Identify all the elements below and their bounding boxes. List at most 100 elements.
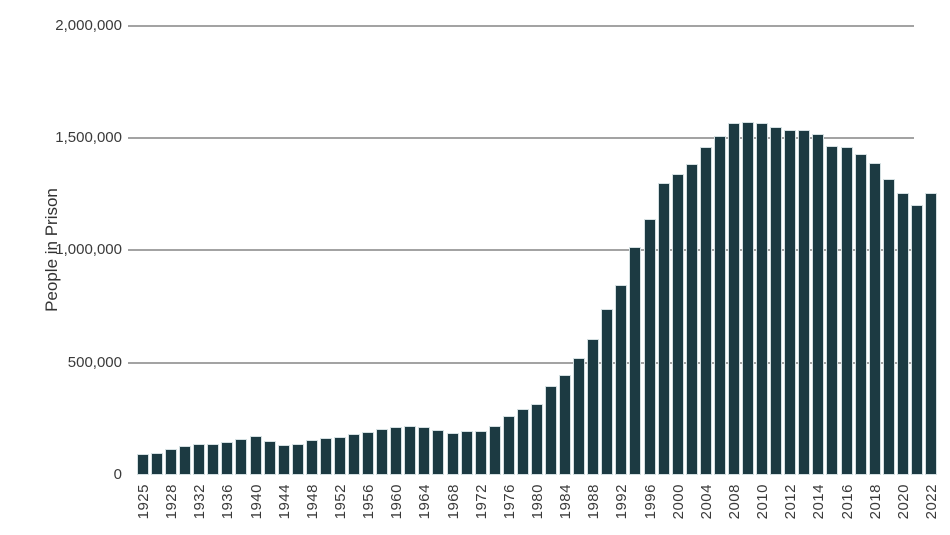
x-tick-label: 2016 [838, 484, 856, 520]
bar-1928 [165, 449, 177, 475]
x-tick-1948: 1948 [303, 484, 321, 520]
y-tick-label: 1,500,000 [55, 129, 122, 147]
x-tick-label: 1968 [444, 484, 462, 520]
bar-2021 [911, 205, 923, 475]
x-tick-1980: 1980 [529, 484, 546, 519]
x-tick-label: 1928 [162, 484, 180, 520]
x-tick-1952: 1952 [331, 484, 349, 520]
x-tick-label: 1964 [415, 484, 433, 520]
bar-2018 [869, 163, 881, 475]
x-tick-label: 1952 [331, 484, 349, 520]
bar-1984 [559, 375, 571, 475]
x-tick-label: 1944 [275, 484, 293, 520]
x-tick-1976: 1976 [501, 484, 518, 519]
bar-1964 [418, 427, 430, 475]
bar-2002 [686, 164, 698, 475]
bar-1940 [250, 436, 262, 475]
bar-1994 [629, 247, 641, 475]
x-tick-1925: 1925 [134, 484, 152, 520]
x-tick-1940: 1940 [247, 484, 265, 520]
bar-1950 [320, 438, 332, 475]
x-tick-1960: 1960 [387, 484, 405, 520]
bar-1992 [615, 285, 627, 475]
bar-1990 [601, 309, 613, 475]
x-tick-label: 2022 [922, 484, 940, 520]
gridline-1500000 [128, 137, 914, 140]
bar-1960 [390, 427, 402, 475]
bar-1948 [306, 440, 318, 475]
x-tick-label: 2004 [697, 484, 715, 520]
x-tick-1936: 1936 [218, 484, 236, 520]
x-tick-1928: 1928 [162, 484, 180, 520]
bar-1970 [461, 431, 473, 475]
bar-2013 [798, 130, 810, 475]
x-tick-label: 1925 [134, 484, 152, 520]
x-tick-label: 1936 [218, 484, 236, 520]
bar-1936 [221, 442, 233, 475]
x-tick-2022: 2022 [922, 484, 940, 520]
x-tick-label: 1992 [612, 484, 630, 520]
x-tick-label: 1984 [556, 484, 574, 520]
x-tick-1932: 1932 [190, 484, 208, 520]
x-tick-1944: 1944 [275, 484, 293, 520]
x-tick-2000: 2000 [669, 484, 687, 520]
bar-1966 [432, 430, 444, 475]
bar-1982 [545, 386, 557, 475]
bar-2004 [700, 147, 712, 475]
x-tick-1984: 1984 [556, 484, 574, 520]
bar-1974 [489, 426, 501, 475]
bar-1958 [376, 429, 388, 475]
x-tick-2020: 2020 [894, 484, 912, 520]
bar-2009 [742, 122, 754, 475]
bar-1938 [235, 439, 247, 475]
x-tick-label: 2012 [781, 484, 799, 520]
bar-1930 [179, 446, 191, 475]
y-tick-label: 500,000 [67, 353, 122, 371]
x-tick-1956: 1956 [360, 484, 377, 519]
x-tick-2018: 2018 [867, 484, 884, 519]
bar-1954 [348, 434, 360, 475]
x-tick-label: 2008 [725, 484, 743, 520]
x-tick-label: 2010 [753, 484, 771, 520]
x-tick-label: 1988 [584, 484, 602, 520]
x-tick-label: 2020 [894, 484, 912, 520]
bar-2022 [925, 193, 937, 475]
x-tick-label: 1960 [387, 484, 405, 520]
x-tick-label: 1948 [303, 484, 321, 520]
bar-1942 [264, 441, 276, 475]
x-tick-2014: 2014 [810, 484, 827, 519]
x-tick-label: 1996 [641, 484, 659, 520]
gridline-2000000 [128, 24, 914, 27]
x-tick-label: 2000 [669, 484, 687, 520]
bar-2014 [812, 134, 824, 475]
bar-1988 [587, 339, 599, 475]
x-tick-label: 1932 [190, 484, 208, 520]
x-tick-label: 1940 [247, 484, 265, 520]
x-tick-2012: 2012 [781, 484, 799, 520]
bar-2020 [897, 193, 909, 475]
bar-1956 [362, 432, 374, 475]
x-tick-1972: 1972 [472, 484, 490, 520]
x-tick-1996: 1996 [641, 484, 659, 520]
x-tick-label: 1972 [472, 484, 490, 520]
bar-1944 [278, 445, 290, 475]
bar-2015 [826, 146, 838, 475]
gridline-500000 [128, 361, 914, 364]
bar-2011 [770, 127, 782, 475]
y-tick-label: 1,000,000 [55, 241, 122, 259]
x-tick-1964: 1964 [415, 484, 433, 520]
bar-1925 [137, 454, 149, 475]
bar-1978 [517, 409, 529, 475]
bar-2012 [784, 130, 796, 475]
bar-1998 [658, 183, 670, 475]
bar-2016 [841, 147, 853, 475]
bar-2008 [728, 123, 740, 475]
bar-1934 [207, 444, 219, 475]
bar-1952 [334, 437, 346, 475]
bar-2019 [883, 179, 895, 475]
x-tick-1988: 1988 [584, 484, 602, 520]
bar-2010 [756, 123, 768, 475]
bar-1946 [292, 444, 304, 475]
x-tick-2004: 2004 [697, 484, 715, 520]
